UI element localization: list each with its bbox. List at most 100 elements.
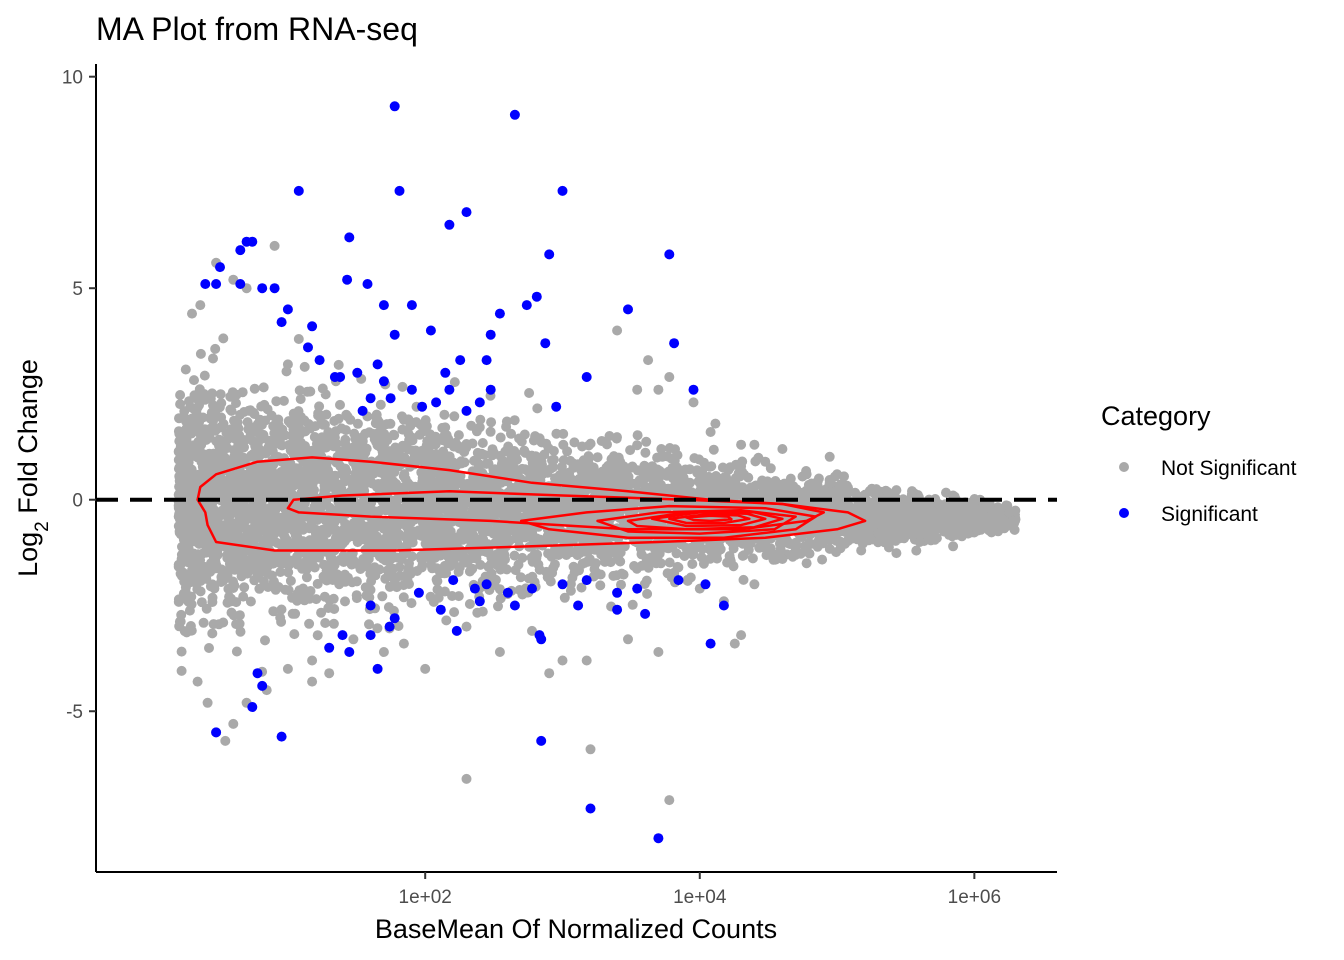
significant-point: [389, 329, 400, 340]
significant-point: [247, 702, 258, 712]
significant-point: [705, 638, 716, 649]
density-contour: [519, 504, 818, 540]
significant-point: [335, 372, 346, 382]
significant-point: [632, 583, 643, 594]
not-significant-point: [192, 676, 203, 687]
legend-label-not-significant: Not Significant: [1161, 457, 1297, 480]
not-significant-point: [643, 355, 654, 366]
significant-point: [444, 384, 455, 395]
not-significant-point: [269, 240, 280, 251]
significant-points: [200, 101, 729, 844]
x-axis-title: BaseMean Of Normalized Counts: [375, 914, 777, 944]
not-significant-point: [398, 638, 409, 649]
not-significant-point: [963, 528, 974, 539]
not-significant-point: [585, 744, 596, 755]
significant-point: [344, 647, 355, 657]
significant-point: [664, 249, 675, 260]
not-significant-point: [293, 334, 304, 344]
legend-title: Category: [1101, 401, 1211, 431]
x-tick-label: 1e+04: [673, 887, 727, 908]
significant-point: [303, 342, 313, 353]
y-axis-title-subscript: 2: [32, 521, 53, 532]
significant-point: [235, 279, 246, 289]
not-significant-point: [544, 668, 555, 679]
significant-point: [215, 262, 225, 273]
not-significant-point: [228, 718, 239, 729]
legend-key-not-significant: [1119, 462, 1129, 472]
y-tick-label: 5: [72, 279, 83, 300]
significant-point: [378, 300, 389, 311]
significant-point: [257, 680, 268, 691]
significant-point: [362, 279, 373, 289]
not-significant-point: [202, 697, 213, 708]
significant-point: [502, 587, 513, 598]
significant-point: [444, 219, 455, 230]
significant-point: [481, 579, 492, 590]
significant-point: [372, 359, 383, 370]
significant-point: [521, 300, 532, 311]
not-significant-point: [282, 359, 293, 370]
nonsignificant-cloud: [173, 333, 1021, 677]
significant-point: [474, 596, 485, 607]
legend-label-significant: Significant: [1161, 503, 1258, 526]
not-significant-point: [653, 384, 664, 395]
significant-point: [461, 207, 472, 218]
not-significant-point: [195, 300, 206, 311]
not-significant-point: [749, 439, 760, 450]
y-tick-label: 10: [62, 68, 83, 89]
significant-point: [378, 376, 389, 387]
significant-point: [389, 613, 400, 624]
not-significant-point: [378, 647, 389, 657]
not-significant-point: [527, 625, 537, 636]
not-significant-point: [632, 384, 643, 395]
significant-point: [527, 583, 537, 594]
y-tick-label: 0: [72, 491, 83, 512]
significant-point: [235, 245, 246, 256]
not-significant-point: [832, 469, 843, 480]
significant-point: [372, 663, 383, 674]
not-significant-point: [461, 621, 472, 632]
significant-point: [406, 384, 417, 395]
chart-title: MA Plot from RNA-seq: [96, 11, 418, 47]
significant-point: [394, 185, 405, 196]
significant-point: [669, 338, 680, 349]
not-significant-point: [307, 676, 318, 687]
significant-point: [435, 604, 446, 615]
significant-point: [673, 575, 684, 586]
not-significant-point: [557, 655, 568, 666]
not-significant-point: [581, 655, 592, 666]
not-significant-point: [710, 418, 721, 429]
significant-point: [494, 308, 505, 319]
significant-point: [276, 317, 287, 328]
not-significant-point: [933, 499, 944, 509]
density-contour: [596, 509, 797, 535]
significant-point: [474, 397, 485, 408]
significant-point: [252, 668, 263, 679]
significant-point: [269, 283, 280, 294]
significant-point: [557, 579, 568, 590]
not-significant-point: [348, 634, 359, 645]
not-significant-point: [801, 469, 812, 480]
significant-point: [461, 405, 472, 416]
y-axis-title: Log2 Fold Change: [13, 359, 53, 577]
not-significant-point: [1004, 507, 1015, 518]
not-significant-point: [623, 634, 633, 645]
significant-point: [612, 604, 623, 615]
significant-point: [509, 109, 520, 120]
significant-point: [384, 621, 395, 632]
significant-point: [573, 600, 584, 611]
significant-point: [540, 338, 551, 349]
not-significant-point: [461, 773, 472, 784]
significant-point: [544, 249, 555, 260]
significant-point: [448, 575, 459, 586]
significant-point: [247, 236, 258, 247]
significant-point: [485, 329, 496, 340]
not-significant-point: [856, 545, 867, 556]
significant-point: [581, 372, 592, 382]
x-axis-ticks: 1e+02 1e+04 1e+06: [399, 872, 1001, 908]
significant-point: [211, 279, 222, 289]
cloud-points: [173, 333, 1021, 677]
density-contour: [685, 514, 733, 523]
not-significant-point: [777, 554, 788, 564]
significant-point: [612, 587, 623, 598]
